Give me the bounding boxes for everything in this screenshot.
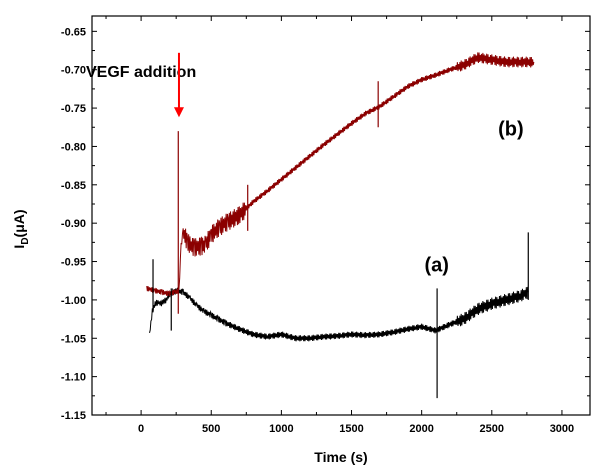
series-line-b: [146, 52, 535, 297]
y-tick-label: -0.90: [61, 218, 86, 230]
vegf-arrow-head: [173, 107, 184, 118]
series-line-a: [149, 286, 529, 342]
y-tick-label: -0.85: [61, 180, 86, 192]
x-tick-label: 500: [202, 423, 220, 435]
y-axis-title-subscript: D: [20, 237, 31, 244]
y-axis-title-main: I: [11, 245, 27, 249]
plot-frame: [91, 15, 591, 416]
y-tick-label: -0.65: [61, 26, 86, 38]
y-tick-label: -0.70: [61, 65, 86, 77]
y-axis-title: ID(μA): [11, 209, 31, 248]
series-layer: [146, 52, 535, 399]
y-axis-title-unit: (μA): [11, 209, 27, 237]
y-tick-label: -1.05: [61, 333, 86, 345]
series-a-label: (a): [424, 255, 448, 277]
x-tick-label: 1500: [339, 423, 363, 435]
x-tick-label: 3000: [550, 423, 574, 435]
annotation-layer: VEGF addition: [86, 52, 196, 118]
x-tick-label: 1000: [269, 423, 293, 435]
y-tick-label: -1.15: [61, 410, 86, 422]
series-b-label: (b): [498, 119, 524, 141]
x-axis-ticks: 0 500 1000 1500 2000 2500 3000: [105, 16, 574, 435]
y-tick-label: -0.80: [61, 141, 86, 153]
y-tick-label: -1.00: [61, 295, 86, 307]
y-tick-label: -0.75: [61, 103, 86, 115]
x-axis-title: Time (s): [314, 449, 367, 465]
y-tick-label: -1.10: [61, 372, 86, 384]
y-tick-label: -0.95: [61, 257, 86, 269]
y-axis-ticks: -0.65 -0.70 -0.75 -0.80 -0.85 -0.90 -0.95 -1.00…: [61, 26, 590, 422]
x-tick-label: 0: [138, 423, 144, 435]
x-tick-label: 2000: [409, 423, 433, 435]
x-tick-label: 2500: [480, 423, 504, 435]
vegf-annotation-text: VEGF addition: [86, 64, 196, 81]
